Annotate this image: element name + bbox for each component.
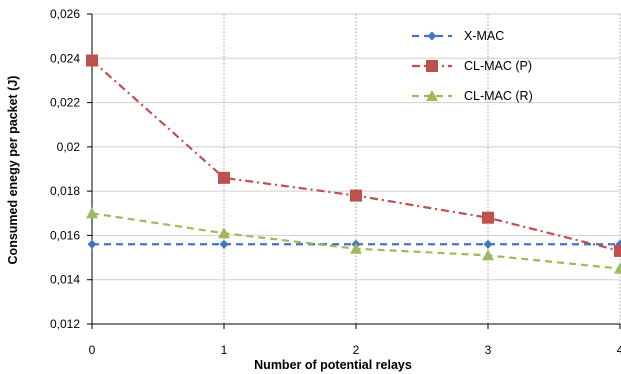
x-tick-label: 3 (485, 343, 492, 357)
x-tick-label: 4 (617, 343, 621, 357)
data-point (482, 211, 494, 224)
data-point (614, 244, 621, 257)
y-tick-label: 0,014 (50, 273, 80, 287)
y-tick-label: 0,018 (50, 184, 80, 198)
grid-layer (92, 13, 621, 324)
y-tick-label: 0,012 (50, 317, 80, 331)
series-layer (86, 54, 621, 274)
legend-marker (426, 90, 438, 101)
data-point (86, 207, 98, 219)
data-point (218, 227, 230, 239)
x-tick-label: 0 (89, 343, 96, 357)
legend-entry: CL-MAC (R) (412, 89, 533, 103)
y-tick-label: 0,022 (50, 96, 80, 110)
legend-label: CL-MAC (R) (464, 89, 533, 103)
data-point (218, 171, 230, 184)
series-triangle (86, 207, 621, 274)
data-point (350, 189, 362, 202)
data-point (482, 249, 494, 261)
x-tick-label: 1 (221, 343, 228, 357)
y-tick-label: 0,02 (57, 140, 81, 154)
x-axis-title: Number of potential relays (254, 358, 412, 372)
data-point (219, 239, 229, 249)
data-point (483, 239, 493, 249)
y-tick-label: 0,016 (50, 228, 80, 242)
series-square (86, 54, 621, 257)
data-point (614, 262, 621, 274)
legend: X-MAC CL-MAC (P) CL-MAC (R) (412, 29, 533, 103)
y-axis-title: Consumed enegy per packet (J) (6, 76, 20, 265)
legend-entry: X-MAC (412, 29, 504, 43)
data-point (86, 54, 98, 67)
data-point (87, 239, 97, 249)
legend-entry: CL-MAC (P) (412, 59, 532, 73)
y-tick-label: 0,026 (50, 7, 80, 21)
legend-marker (426, 60, 438, 72)
axis-layer: 0,012 0,014 0,016 0,018 0,02 0,022 0,024 0,026 0… (50, 7, 621, 357)
x-tick-label: 2 (353, 343, 360, 357)
legend-label: CL-MAC (P) (464, 59, 532, 73)
legend-label: X-MAC (464, 29, 504, 43)
legend-marker (427, 31, 437, 41)
y-tick-label: 0,024 (50, 51, 80, 65)
data-point (350, 242, 362, 254)
